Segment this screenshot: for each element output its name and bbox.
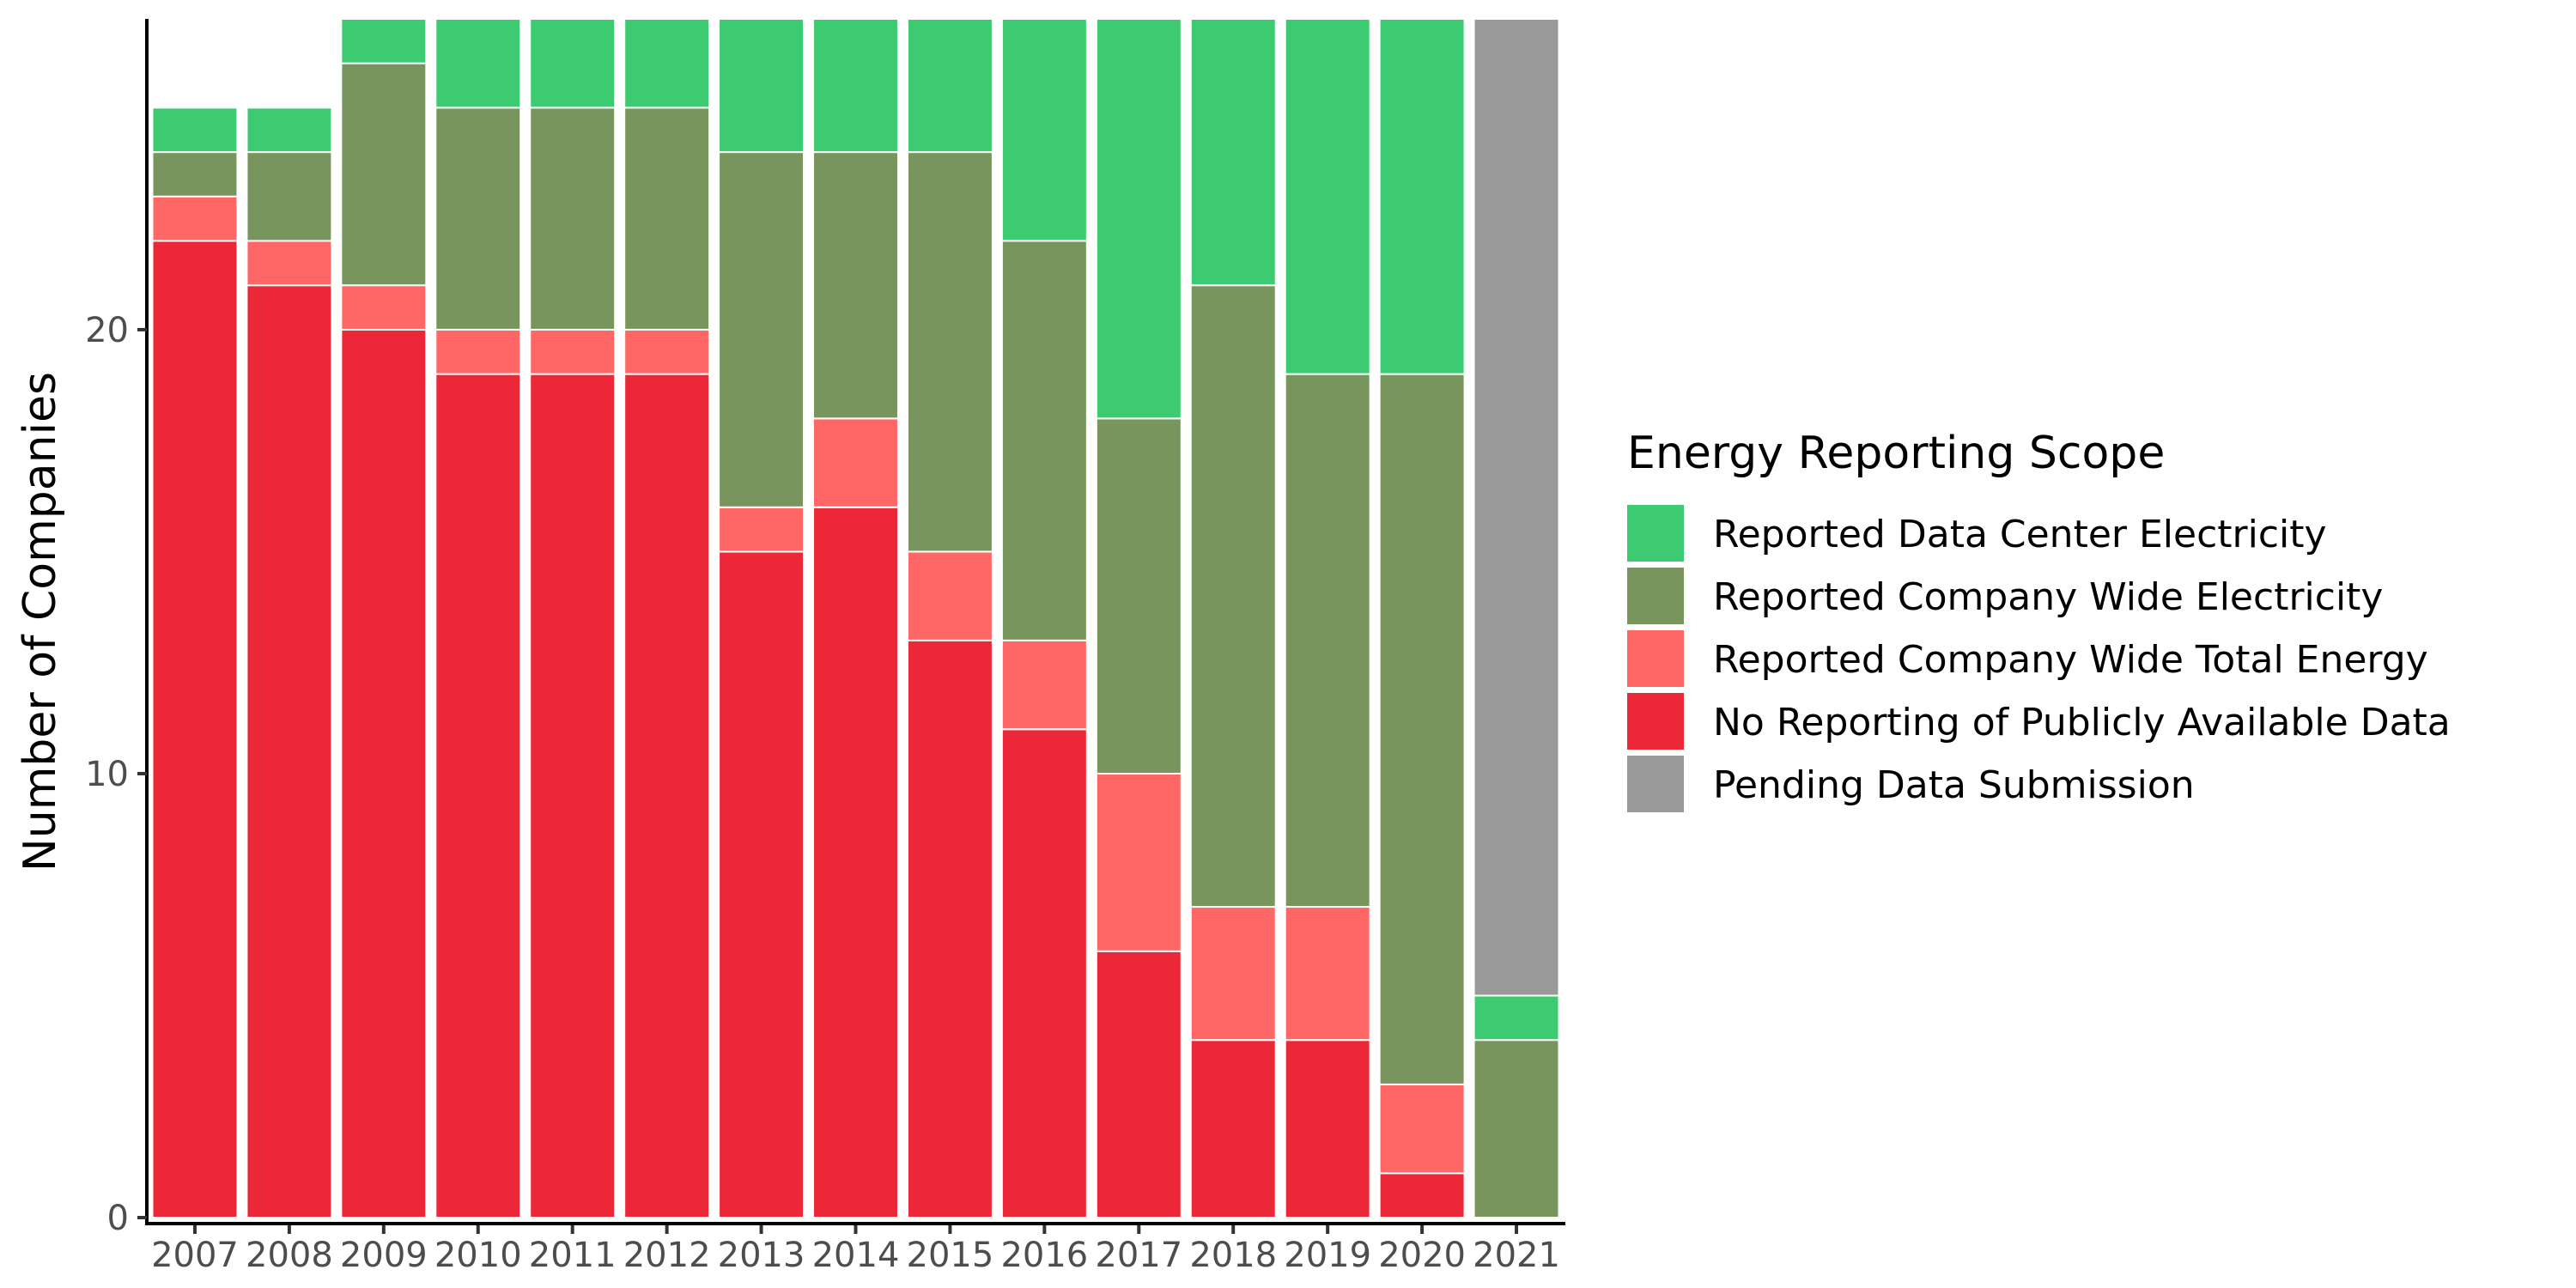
legend-swatch: [1627, 568, 1684, 624]
bar-segment-2014-s3: [812, 18, 899, 154]
bar-segment-2016-s0: [1000, 728, 1088, 1218]
bar-segment-2012-s1: [623, 328, 711, 375]
bar-segment-2009-s3: [340, 18, 428, 64]
x-tick-label: 2018: [1189, 1236, 1277, 1275]
bar-segment-2016-s3: [1000, 18, 1088, 242]
bar-segment-2007-s2: [151, 151, 239, 197]
bar-segment-2007-s3: [151, 106, 239, 154]
bar-segment-2014-s0: [812, 506, 899, 1218]
bar-segment-2018-s0: [1189, 1039, 1277, 1218]
bar-segment-2017-s0: [1095, 950, 1182, 1219]
x-tick-label: 2017: [1095, 1236, 1182, 1275]
bar-segment-2015-s0: [906, 639, 993, 1218]
bar-segment-2011-s0: [529, 373, 617, 1218]
legend-swatch: [1627, 630, 1684, 687]
bar-segment-2019-s0: [1284, 1039, 1371, 1218]
bar-segment-2020-s2: [1378, 373, 1466, 1085]
x-tick-label: 2013: [718, 1236, 805, 1275]
bar-segment-2012-s2: [623, 106, 711, 331]
x-tick-label: 2019: [1284, 1236, 1371, 1275]
bar-segment-2010-s2: [434, 106, 522, 331]
bar-segment-2020-s3: [1378, 18, 1466, 375]
bar-segment-2010-s0: [434, 373, 522, 1218]
legend-swatch: [1627, 505, 1684, 562]
bar-segment-2018-s2: [1189, 284, 1277, 908]
legend-label: No Reporting of Publicly Available Data: [1713, 701, 2451, 744]
bar-segment-2015-s2: [906, 151, 993, 553]
x-tick-label: 2007: [151, 1236, 239, 1275]
bar-segment-2018-s1: [1189, 906, 1277, 1042]
bar-segment-2010-s1: [434, 328, 522, 375]
axes-layer: [145, 19, 1565, 1225]
bar-segment-2017-s3: [1095, 18, 1182, 420]
bar-segment-2012-s0: [623, 373, 711, 1218]
bar-segment-2021-s3: [1473, 994, 1560, 1042]
bar-segment-2013-s0: [718, 550, 805, 1218]
x-tick-label: 2020: [1378, 1236, 1466, 1275]
legend-items: Reported Data Center Electricity Reported…: [1627, 505, 2451, 812]
bar-segment-2009-s0: [340, 328, 428, 1219]
bar-segment-2014-s1: [812, 417, 899, 508]
bar-segment-2021-s4: [1473, 18, 1560, 997]
y-tick-label: 10: [85, 755, 129, 794]
bar-segment-2016-s2: [1000, 240, 1088, 641]
bar-segment-2009-s1: [340, 284, 428, 331]
bar-segment-2019-s3: [1284, 18, 1371, 375]
legend-label: Reported Data Center Electricity: [1713, 513, 2327, 556]
bar-segment-2011-s2: [529, 106, 617, 331]
bar-segment-2008-s3: [246, 106, 333, 154]
bar-segment-2016-s1: [1000, 639, 1088, 731]
bar-segment-2015-s3: [906, 18, 993, 154]
x-tick-label: 2008: [246, 1236, 333, 1275]
bar-segment-2015-s1: [906, 550, 993, 641]
legend-swatch: [1627, 756, 1684, 812]
bar-segment-2009-s2: [340, 62, 428, 287]
x-tick-label: 2016: [1000, 1236, 1088, 1275]
bar-segment-2013-s3: [718, 18, 805, 154]
x-tick-label: 2011: [529, 1236, 617, 1275]
legend-label: Pending Data Submission: [1713, 763, 2195, 807]
bar-segment-2017-s2: [1095, 417, 1182, 775]
x-tick-label: 2015: [907, 1236, 994, 1275]
legend-label: Reported Company Wide Electricity: [1713, 575, 2383, 619]
x-tick-label: 2009: [340, 1236, 428, 1275]
x-tick-label: 2010: [434, 1236, 522, 1275]
bar-segment-2019-s1: [1284, 906, 1371, 1042]
x-tick-label: 2014: [812, 1236, 900, 1275]
y-axis-title: Number of Companies: [15, 372, 66, 872]
bar-segment-2007-s0: [151, 240, 239, 1218]
bar-segment-2007-s1: [151, 195, 239, 242]
x-ticks-layer: 2007 2008 2009 2010 2011 2012 2013 2014 2015 2016…: [151, 1225, 1560, 1275]
y-ticks-layer: 0 10 20: [85, 311, 147, 1238]
bar-segment-2014-s2: [812, 151, 899, 420]
y-tick-label: 0: [107, 1199, 129, 1238]
legend-title: Energy Reporting Scope: [1627, 428, 2165, 479]
bar-segment-2012-s3: [623, 18, 711, 109]
bar-segment-2008-s2: [246, 151, 333, 242]
bar-segment-2011-s1: [529, 328, 617, 375]
bar-segment-2013-s1: [718, 506, 805, 553]
bar-segment-2020-s1: [1378, 1083, 1466, 1175]
legend: Energy Reporting Scope Reported Data Cen…: [1627, 428, 2451, 812]
legend-label: Reported Company Wide Total Energy: [1713, 638, 2428, 682]
bar-segment-2011-s3: [529, 18, 617, 109]
legend-swatch: [1627, 693, 1684, 750]
bar-segment-2020-s0: [1378, 1172, 1466, 1218]
bar-segment-2008-s1: [246, 240, 333, 287]
y-tick-label: 20: [85, 311, 129, 350]
bars-layer: [151, 18, 1560, 1219]
bar-segment-2017-s1: [1095, 772, 1182, 952]
x-tick-label: 2021: [1473, 1236, 1560, 1275]
bar-segment-2018-s3: [1189, 18, 1277, 287]
bar-segment-2021-s2: [1473, 1039, 1560, 1218]
x-tick-label: 2012: [623, 1236, 711, 1275]
bar-segment-2008-s0: [246, 284, 333, 1219]
bar-segment-2010-s3: [434, 18, 522, 109]
bar-segment-2013-s2: [718, 151, 805, 508]
bar-segment-2019-s2: [1284, 373, 1371, 908]
